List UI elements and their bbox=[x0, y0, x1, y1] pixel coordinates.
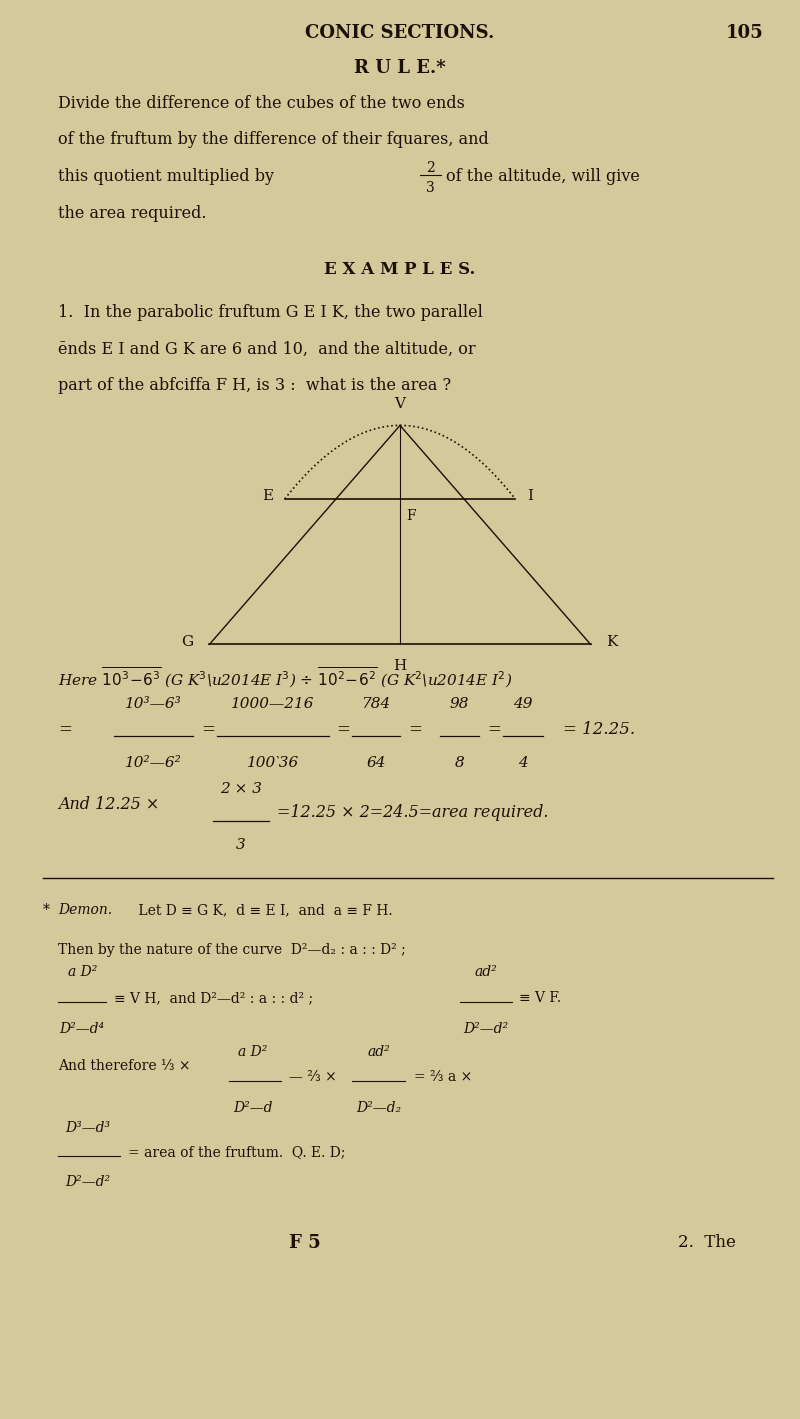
Text: =: = bbox=[408, 721, 422, 738]
Text: 10²—6²: 10²—6² bbox=[126, 756, 182, 771]
Text: 1000—216: 1000—216 bbox=[231, 697, 314, 711]
Text: E: E bbox=[262, 490, 273, 504]
Text: D³—d³: D³—d³ bbox=[66, 1121, 110, 1135]
Text: 8: 8 bbox=[454, 756, 465, 771]
Text: 64: 64 bbox=[366, 756, 386, 771]
Text: =: = bbox=[202, 721, 215, 738]
Text: a D²: a D² bbox=[238, 1044, 268, 1059]
Text: ad²: ad² bbox=[367, 1044, 390, 1059]
Text: CONIC SECTIONS.: CONIC SECTIONS. bbox=[305, 24, 494, 43]
Text: R U L E.*: R U L E.* bbox=[354, 60, 446, 77]
Text: G: G bbox=[181, 634, 194, 648]
Text: =: = bbox=[58, 721, 72, 738]
Text: 100‵36: 100‵36 bbox=[246, 756, 299, 771]
Text: 105: 105 bbox=[726, 24, 763, 43]
Text: 2.  The: 2. The bbox=[678, 1235, 736, 1252]
Text: =12.25 × 2=24.5=area required.: =12.25 × 2=24.5=area required. bbox=[277, 805, 548, 822]
Text: = area of the fruftum.  Q. E. D;: = area of the fruftum. Q. E. D; bbox=[128, 1145, 346, 1159]
Text: this quotient multiplied by: this quotient multiplied by bbox=[58, 167, 274, 184]
Text: D²—d²: D²—d² bbox=[66, 1175, 110, 1189]
Text: — ⅔ ×: — ⅔ × bbox=[289, 1070, 337, 1084]
Text: =: = bbox=[337, 721, 350, 738]
Text: ēnds E I and G K are 6 and 10,  and the altitude, or: ēnds E I and G K are 6 and 10, and the a… bbox=[58, 341, 476, 358]
Text: a D²: a D² bbox=[67, 965, 97, 979]
Text: 98: 98 bbox=[450, 697, 470, 711]
Text: = ⅔ a ×: = ⅔ a × bbox=[414, 1070, 473, 1084]
Text: E X A M P L E S.: E X A M P L E S. bbox=[324, 261, 476, 278]
Text: F: F bbox=[406, 509, 416, 522]
Text: 3: 3 bbox=[426, 180, 434, 194]
Text: of the fruftum by the difference of their fquares, and: of the fruftum by the difference of thei… bbox=[58, 132, 489, 149]
Text: 784: 784 bbox=[362, 697, 390, 711]
Text: F 5: F 5 bbox=[289, 1235, 321, 1252]
Text: D²—d²: D²—d² bbox=[463, 1022, 508, 1036]
Text: ≡ V F.: ≡ V F. bbox=[519, 990, 562, 1005]
Text: of the altitude, will give: of the altitude, will give bbox=[446, 167, 640, 184]
Text: part of the abfciffa F H, is 3 :  what is the area ?: part of the abfciffa F H, is 3 : what is… bbox=[58, 377, 451, 394]
Text: 10³—6³: 10³—6³ bbox=[126, 697, 182, 711]
Text: D²—d: D²—d bbox=[234, 1101, 273, 1115]
Text: 4: 4 bbox=[518, 756, 528, 771]
Text: Here $\overline{10^3\!-\!6^3}$ (G K$^3$\u2014E I$^3$) $\div$ $\overline{10^2\!-\: Here $\overline{10^3\!-\!6^3}$ (G K$^3$\… bbox=[58, 666, 513, 690]
Text: D²—d₂: D²—d₂ bbox=[356, 1101, 401, 1115]
Text: ad²: ad² bbox=[474, 965, 497, 979]
Text: Demon.: Demon. bbox=[58, 902, 113, 917]
Text: the area required.: the area required. bbox=[58, 204, 207, 221]
Text: Let D ≡ G K,  d ≡ E I,  and  a ≡ F H.: Let D ≡ G K, d ≡ E I, and a ≡ F H. bbox=[134, 902, 393, 917]
Text: ≡ V H,  and D²—d² : a : : d² ;: ≡ V H, and D²—d² : a : : d² ; bbox=[114, 990, 313, 1005]
Text: *: * bbox=[42, 902, 50, 917]
Text: 2: 2 bbox=[426, 162, 434, 175]
Text: H: H bbox=[394, 658, 406, 673]
Text: =: = bbox=[487, 721, 502, 738]
Text: D²—d⁴: D²—d⁴ bbox=[60, 1022, 105, 1036]
Text: Then by the nature of the curve  D²—d₂ : a : : D² ;: Then by the nature of the curve D²—d₂ : … bbox=[58, 942, 406, 956]
Text: Divide the difference of the cubes of the two ends: Divide the difference of the cubes of th… bbox=[58, 95, 466, 112]
Text: 49: 49 bbox=[514, 697, 533, 711]
Text: 2 × 3: 2 × 3 bbox=[220, 782, 262, 796]
Text: 1.  In the parabolic fruftum G E I K, the two parallel: 1. In the parabolic fruftum G E I K, the… bbox=[58, 304, 483, 321]
Text: 3: 3 bbox=[236, 839, 246, 853]
Text: V: V bbox=[394, 397, 406, 412]
Text: = 12.25.: = 12.25. bbox=[563, 721, 635, 738]
Text: K: K bbox=[606, 634, 618, 648]
Text: And 12.25 ×: And 12.25 × bbox=[58, 796, 160, 813]
Text: I: I bbox=[527, 490, 533, 504]
Text: And therefore ⅓ ×: And therefore ⅓ × bbox=[58, 1059, 191, 1073]
